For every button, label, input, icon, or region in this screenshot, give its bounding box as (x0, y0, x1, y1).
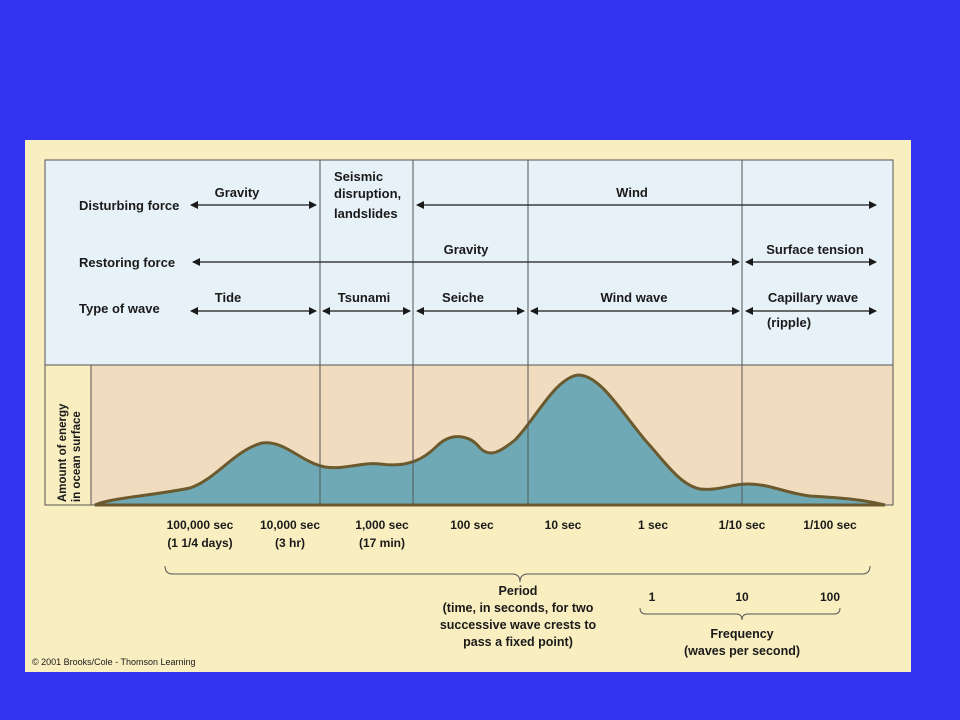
disturbing-gravity-label: Gravity (215, 185, 261, 200)
period-caption: Period (time, in seconds, for two succes… (440, 584, 597, 649)
y-label-band (44, 364, 92, 506)
energy-curve (94, 373, 886, 507)
restoring-surface-tension-label: Surface tension (766, 242, 864, 257)
period-tick-label: 1,000 sec (355, 518, 409, 532)
y-axis-label-line1: Amount of energy (57, 403, 69, 502)
wave-type-capillary: Capillary wave (768, 290, 858, 305)
period-caption-title: Period (499, 584, 538, 598)
period-caption-line3: successive wave crests to (440, 618, 597, 632)
frequency-axis: 1 10 100 (649, 590, 841, 604)
period-tick-sublabel: (3 hr) (275, 536, 305, 550)
frequency-tick-label: 1 (649, 590, 656, 604)
period-tick-sublabel: (1 1/4 days) (167, 536, 232, 550)
period-caption-line4: pass a fixed point) (463, 635, 573, 649)
period-axis: 100,000 sec (1 1/4 days) 10,000 sec (3 h… (167, 518, 857, 550)
period-caption-line2: (time, in seconds, for two (443, 601, 594, 615)
row-label-type-of-wave: Type of wave (79, 301, 160, 316)
period-tick-label: 1/100 sec (803, 518, 857, 532)
wave-type-tide: Tide (215, 290, 242, 305)
frequency-tick-label: 100 (820, 590, 840, 604)
frequency-caption-line2: (waves per second) (684, 644, 800, 658)
frequency-tick-label: 10 (735, 590, 749, 604)
row-label-disturbing-force: Disturbing force (79, 198, 179, 213)
period-tick-label: 1 sec (638, 518, 668, 532)
column-dividers (319, 160, 743, 505)
period-tick-label: 1/10 sec (719, 518, 766, 532)
frequency-brace (639, 607, 841, 621)
disturbing-wind-label: Wind (616, 185, 648, 200)
period-brace (164, 565, 871, 583)
disturbing-seismic-line3: landslides (334, 206, 398, 221)
row-label-restoring-force: Restoring force (79, 255, 175, 270)
wave-type-seiche: Seiche (442, 290, 484, 305)
wave-type-wind-wave: Wind wave (600, 290, 667, 305)
frequency-caption-title: Frequency (710, 627, 773, 641)
period-tick-sublabel: (17 min) (359, 536, 405, 550)
disturbing-seismic-line2: disruption, (334, 186, 401, 201)
period-tick-label: 100 sec (450, 518, 494, 532)
disturbing-seismic-line1: Seismic (334, 169, 383, 184)
wave-type-ripple: (ripple) (767, 315, 811, 330)
period-tick-label: 100,000 sec (167, 518, 234, 532)
period-tick-label: 10,000 sec (260, 518, 320, 532)
y-axis-label-line2: in ocean surface (71, 411, 83, 502)
restoring-gravity-label: Gravity (444, 242, 490, 257)
period-tick-label: 10 sec (545, 518, 582, 532)
wave-type-tsunami: Tsunami (338, 290, 391, 305)
copyright-notice: © 2001 Brooks/Cole - Thomson Learning (32, 657, 196, 667)
